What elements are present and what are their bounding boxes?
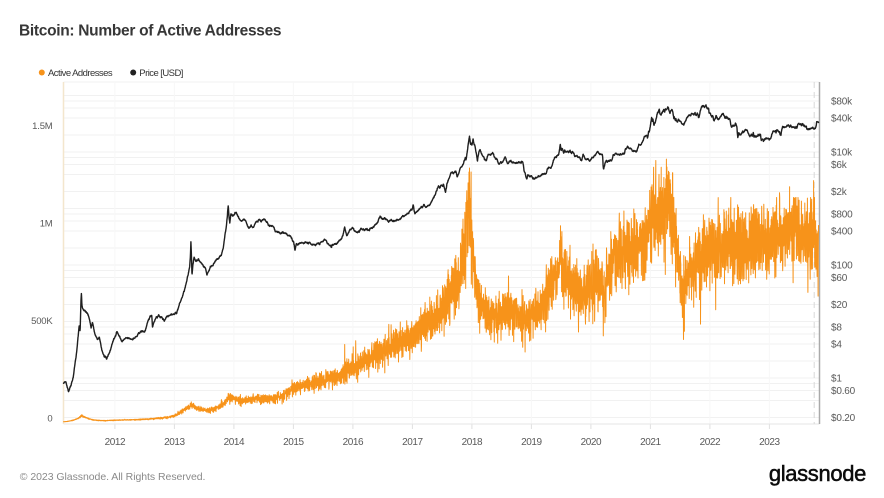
svg-text:1.5M: 1.5M [32,121,53,132]
svg-text:2016: 2016 [343,437,364,448]
svg-text:0: 0 [47,414,52,425]
svg-text:$40k: $40k [831,114,853,125]
svg-text:2017: 2017 [402,437,423,448]
svg-text:$0.60: $0.60 [831,386,856,397]
svg-text:Bitcoin: Number of Active Addr: Bitcoin: Number of Active Addresses [19,23,281,40]
svg-text:2023: 2023 [759,437,780,448]
svg-text:Price [USD]: Price [USD] [139,68,183,79]
svg-text:$1: $1 [831,374,842,385]
svg-text:1M: 1M [40,218,53,229]
svg-text:$8: $8 [831,323,842,334]
svg-text:2021: 2021 [640,437,661,448]
svg-text:2018: 2018 [462,437,483,448]
svg-text:Active Addresses: Active Addresses [48,68,113,79]
svg-text:$6k: $6k [831,160,848,171]
svg-text:2014: 2014 [224,437,245,448]
svg-text:$60: $60 [831,273,848,284]
svg-text:$2k: $2k [831,187,848,198]
svg-text:$0.20: $0.20 [831,413,856,424]
svg-text:$80k: $80k [831,97,853,108]
svg-text:2019: 2019 [521,437,542,448]
svg-text:2022: 2022 [700,437,721,448]
svg-text:2012: 2012 [105,437,126,448]
svg-text:$400: $400 [831,227,853,238]
svg-text:2015: 2015 [283,437,304,448]
svg-text:$4: $4 [831,340,842,351]
svg-text:$800: $800 [831,210,853,221]
svg-text:$10k: $10k [831,148,853,159]
svg-text:2020: 2020 [581,437,602,448]
svg-text:2013: 2013 [164,437,185,448]
svg-text:$20: $20 [831,300,848,311]
svg-text:glassnode: glassnode [769,461,866,486]
svg-text:$100: $100 [831,261,853,272]
svg-text:© 2023 Glassnode. All Rights R: © 2023 Glassnode. All Rights Reserved. [20,471,206,483]
svg-text:500K: 500K [31,316,53,327]
